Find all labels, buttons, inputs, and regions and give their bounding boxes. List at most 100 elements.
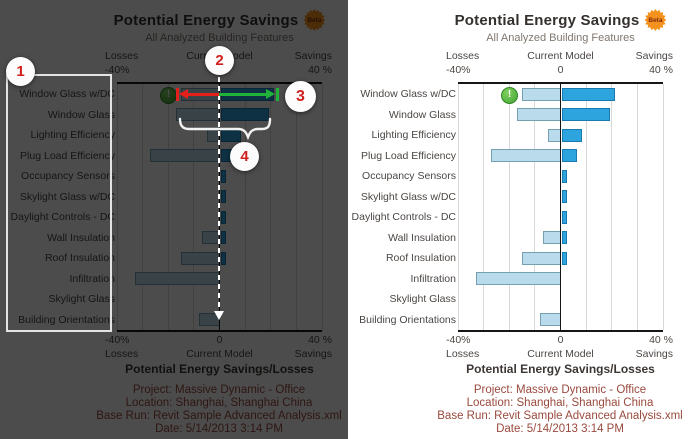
axis-footer-ticks: -40% 0 40 % bbox=[349, 334, 685, 347]
category-label: Plug Load Efficiency bbox=[20, 149, 115, 162]
saving-bar[interactable] bbox=[220, 149, 236, 163]
axis-header-ticks: -40% 0 40 % bbox=[349, 64, 685, 77]
chart-footer: Project: Massive Dynamic - Office Locati… bbox=[420, 384, 691, 436]
saving-bar[interactable] bbox=[220, 108, 270, 122]
loss-bar[interactable] bbox=[542, 231, 561, 245]
saving-bar[interactable] bbox=[561, 108, 611, 122]
current-model-label: Current Model bbox=[186, 50, 253, 62]
warning-icon[interactable]: ! bbox=[501, 86, 519, 104]
axis-header-ticks: -40% 0 40 % bbox=[8, 64, 344, 77]
category-label: Daylight Controls - DC bbox=[10, 211, 115, 223]
category-label: Infiltration bbox=[69, 272, 115, 285]
category-label: Plug Load Efficiency bbox=[361, 149, 456, 162]
saving-bar[interactable] bbox=[220, 169, 226, 183]
tick-zero: 0 bbox=[557, 64, 564, 76]
loss-bar[interactable] bbox=[516, 108, 561, 122]
tick-min: -40% bbox=[105, 64, 130, 76]
category-label: Wall Insulation bbox=[388, 231, 456, 244]
chart-title-row: Potential Energy Savings Beta bbox=[393, 9, 691, 31]
loss-bar[interactable] bbox=[547, 128, 561, 142]
saving-bar[interactable] bbox=[561, 128, 582, 142]
loss-bar[interactable] bbox=[199, 313, 220, 327]
gridline bbox=[270, 84, 272, 330]
potential-energy-savings-chart: Potential Energy Savings Beta All Analyz… bbox=[349, 0, 685, 439]
footer-location: Location: Shanghai, Shanghai China bbox=[466, 396, 654, 409]
category-label: Occupancy Sensors bbox=[21, 170, 115, 182]
tick-min: -40% bbox=[446, 64, 471, 76]
tick-min: -40% bbox=[105, 334, 130, 346]
category-label: Window Glass w/DC bbox=[19, 88, 115, 100]
saving-bar[interactable] bbox=[561, 251, 567, 265]
zero-axis-line bbox=[559, 84, 562, 330]
saving-bar[interactable] bbox=[561, 210, 567, 224]
plot-area: ! bbox=[457, 84, 664, 330]
loss-bar[interactable] bbox=[491, 149, 561, 163]
loss-bar[interactable] bbox=[522, 251, 561, 265]
saving-bar[interactable] bbox=[561, 169, 567, 183]
loss-bar[interactable] bbox=[540, 313, 561, 327]
footer-date: Date: 5/14/2013 3:14 PM bbox=[155, 422, 283, 435]
category-label: Window Glass bbox=[388, 108, 456, 121]
footer-base-run: Base Run: Revit Sample Advanced Analysis… bbox=[96, 409, 342, 422]
axis-footer-words: Losses Current Model Savings bbox=[349, 348, 685, 361]
loss-bar[interactable] bbox=[522, 87, 561, 101]
clean-panel: Potential Energy Savings Beta All Analyz… bbox=[348, 0, 691, 439]
gridline bbox=[662, 84, 664, 330]
loss-bar[interactable] bbox=[134, 272, 220, 286]
loss-bar[interactable] bbox=[181, 251, 220, 265]
loss-bar[interactable] bbox=[181, 87, 220, 101]
saving-bar[interactable] bbox=[220, 87, 275, 101]
gridline bbox=[611, 84, 613, 330]
category-label: Building Orientations bbox=[18, 313, 115, 326]
gridline bbox=[244, 84, 246, 330]
saving-bar[interactable] bbox=[220, 231, 226, 245]
tick-min: -40% bbox=[446, 334, 471, 346]
saving-bar[interactable] bbox=[561, 149, 577, 163]
saving-bar[interactable] bbox=[561, 231, 567, 245]
loss-bar[interactable] bbox=[175, 108, 220, 122]
saving-bar[interactable] bbox=[220, 251, 226, 265]
tick-max: 40 % bbox=[308, 334, 332, 346]
savings-label: Savings bbox=[635, 348, 673, 360]
tick-max: 40 % bbox=[649, 64, 673, 76]
gridline bbox=[295, 84, 297, 330]
chart-caption: Potential Energy Savings/Losses bbox=[125, 362, 314, 376]
top-axis-line bbox=[458, 82, 663, 84]
tick-max: 40 % bbox=[649, 334, 673, 346]
category-label: Window Glass w/DC bbox=[360, 88, 456, 100]
saving-bar[interactable] bbox=[561, 190, 567, 204]
category-label: Daylight Controls - DC bbox=[351, 211, 456, 223]
gridline bbox=[167, 84, 169, 330]
beta-badge: Beta bbox=[303, 9, 326, 31]
starburst-icon bbox=[303, 9, 326, 31]
category-label: Building Orientations bbox=[359, 313, 456, 326]
warning-icon[interactable]: ! bbox=[160, 86, 178, 104]
axis-header-words: Losses Current Model Savings bbox=[8, 50, 344, 63]
loss-bar[interactable] bbox=[475, 272, 561, 286]
saving-bar[interactable] bbox=[220, 190, 226, 204]
saving-bar[interactable] bbox=[561, 87, 616, 101]
dimmed-screenshot-layer: Potential Energy Savings Beta All Analyz… bbox=[0, 0, 348, 439]
losses-label: Losses bbox=[105, 50, 139, 62]
category-label: Skylight Glass w/DC bbox=[360, 190, 456, 203]
gridline bbox=[534, 84, 536, 330]
loss-bar[interactable] bbox=[150, 149, 220, 163]
chart-subtitle: All Analyzed Building Features bbox=[145, 32, 294, 44]
chart-title: Potential Energy Savings bbox=[454, 11, 640, 29]
footer-date: Date: 5/14/2013 3:14 PM bbox=[496, 422, 624, 435]
tick-zero: 0 bbox=[216, 334, 223, 346]
loss-bar[interactable] bbox=[206, 128, 220, 142]
category-label: Skylight Glass bbox=[48, 293, 115, 305]
gridline bbox=[636, 84, 638, 330]
footer-project: Project: Massive Dynamic - Office bbox=[473, 384, 647, 396]
current-model-label: Current Model bbox=[527, 50, 594, 62]
gridline bbox=[193, 84, 195, 330]
gridline bbox=[321, 84, 323, 330]
footer-location: Location: Shanghai, Shanghai China bbox=[125, 396, 313, 409]
chart-title: Potential Energy Savings bbox=[113, 11, 299, 29]
loss-bar[interactable] bbox=[201, 231, 220, 245]
current-model-label: Current Model bbox=[527, 348, 594, 360]
saving-bar[interactable] bbox=[220, 210, 226, 224]
category-label: Wall Insulation bbox=[47, 231, 115, 244]
saving-bar[interactable] bbox=[220, 128, 241, 142]
